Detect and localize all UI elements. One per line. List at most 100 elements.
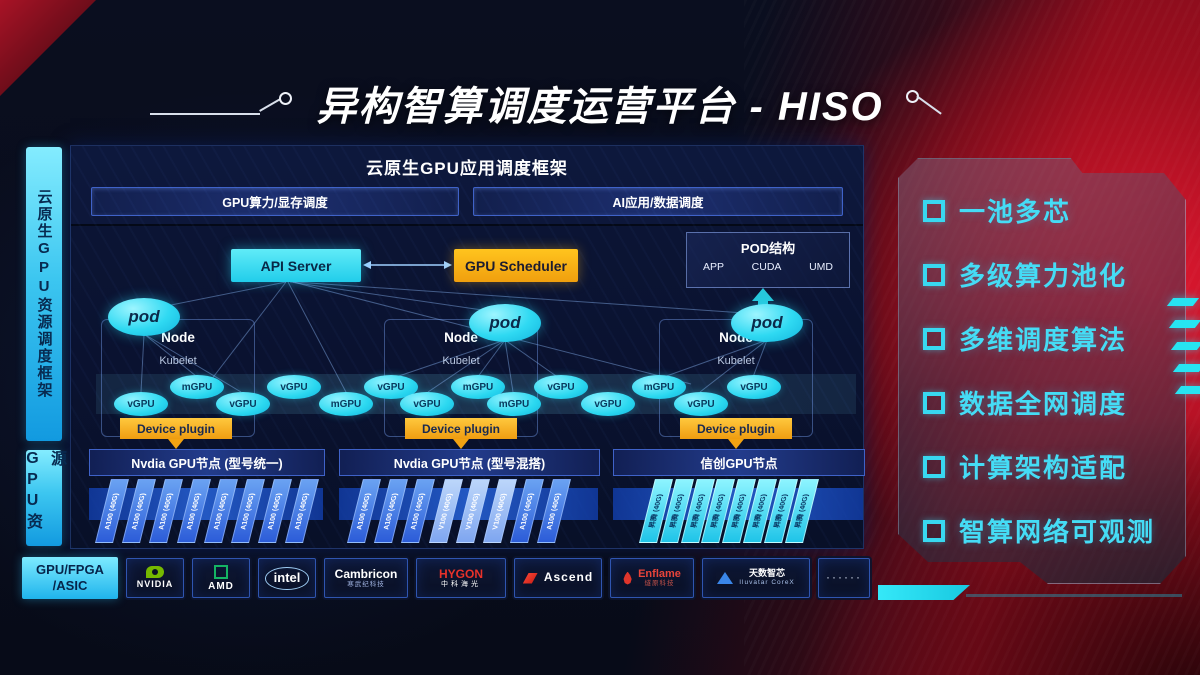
node-label: Node: [444, 330, 478, 345]
gpu-card-label: V100 (40G): [491, 492, 509, 530]
vendor-logo-enflame: Enflame 燧原科技: [610, 558, 694, 598]
title-left-line-decoration: [150, 113, 260, 115]
hardware-types-box: GPU/FPGA /ASIC: [22, 557, 118, 599]
vendor-logo-iluvatar: 天数智芯 Iluvatar CoreX: [702, 558, 810, 598]
pod-structure-title: POD结构: [740, 241, 796, 256]
feature-label: 多级算力池化: [959, 261, 1128, 291]
slash-decoration: [1170, 342, 1200, 350]
device-plugin-box-2: Device plugin: [405, 418, 517, 439]
feature-list: 一池多芯多级算力池化 多维调度算法 数据全网调度 计算架构适配 智算网络可观测: [899, 159, 1185, 583]
gpu-group-header-1: Nvdia GPU节点 (型号统一): [89, 449, 325, 476]
vendor-logo-ascend: Ascend: [514, 558, 602, 598]
gpu-scheduler-box: GPU Scheduler: [454, 249, 578, 282]
vendor-sublabel: 燧原科技: [644, 580, 675, 588]
vgpu-ellipse: vGPU: [267, 375, 321, 399]
mgpu-ellipse: mGPU: [170, 375, 224, 399]
pod-ellipse-1: pod: [108, 298, 180, 336]
device-plugin-box-1: Device plugin: [120, 418, 232, 439]
framework-bar-gpu-scheduling: GPU算力/显存调度: [91, 187, 459, 216]
iluvatar-logo-icon: [717, 572, 734, 584]
vendor-label: AMD: [208, 580, 234, 592]
vgpu-ellipse: vGPU: [534, 375, 588, 399]
vendor-logo-cambricon: Cambricon 寒武纪科技: [324, 558, 408, 598]
amd-logo-icon: [214, 564, 228, 579]
vendor-logo-row: GPU/FPGA /ASIC NVIDIA AMD intel Cambricon 寒武…: [22, 557, 870, 599]
gpu-card-label: A100 (40G): [212, 492, 229, 530]
slash-decoration: [1172, 364, 1200, 372]
feature-item: 数据全网调度: [923, 389, 1185, 416]
hardware-label-line2: /ASIC: [52, 578, 88, 593]
vendor-logo-nvidia: NVIDIA: [126, 558, 184, 598]
vgpu-ellipse: vGPU: [727, 375, 781, 399]
up-arrow-icon: [752, 288, 774, 301]
mgpu-ellipse: mGPU: [487, 392, 541, 416]
square-bullet-icon: [923, 392, 945, 414]
gpu-card-label: 昇腾 (40G): [794, 494, 810, 528]
gpu-card-label: 昇腾 (40G): [690, 494, 706, 528]
vendor-logo-hygon: HYGON 中科海光: [416, 558, 506, 598]
square-bullet-icon: [923, 520, 945, 542]
title-left-circle-icon: [279, 92, 292, 105]
slash-decoration: [1174, 386, 1200, 394]
pod-ellipse-2: pod: [469, 304, 541, 342]
hardware-label-line1: GPU/FPGA: [36, 561, 104, 577]
gpu-card-label: A100 (40G): [103, 492, 121, 530]
vendor-sublabel: 寒武纪科技: [347, 581, 385, 589]
pod-structure-box: POD结构 APP CUDA UMD: [686, 232, 850, 288]
pod-ellipse-3: pod: [731, 304, 803, 342]
sidebar-label-scheduling-framework: 云原生GPU资源调度框架: [26, 147, 62, 441]
mgpu-ellipse: mGPU: [632, 375, 686, 399]
enflame-logo-icon: [623, 571, 632, 585]
pod-structure-items: APP CUDA UMD: [687, 257, 849, 273]
vendor-label: Ascend: [543, 570, 594, 585]
vendor-logo-intel: intel: [258, 558, 316, 598]
square-bullet-icon: [923, 328, 945, 350]
sidebar-label-gpu-resources: GPU资源: [24, 450, 65, 546]
square-bullet-icon: [923, 456, 945, 478]
device-plugin-box-3: Device plugin: [680, 418, 792, 439]
pod-structure-item-cuda: CUDA: [751, 261, 782, 273]
gpu-card-label: A100 (40G): [355, 492, 373, 530]
gpu-card-label: A100 (40G): [185, 492, 202, 530]
vgpu-ellipse: vGPU: [581, 392, 635, 416]
feature-label: 多维调度算法: [959, 325, 1128, 355]
page-title: 异构智算调度运营平台 - HISO: [316, 85, 884, 129]
vgpu-ellipse: vGPU: [114, 392, 168, 416]
feature-label: 一池多芯: [959, 197, 1072, 227]
vendor-logo-more: ······: [818, 558, 870, 598]
panel-bottom-edge-line: [966, 594, 1182, 597]
feature-label: 数据全网调度: [959, 389, 1128, 419]
mgpu-ellipse: mGPU: [319, 392, 373, 416]
feature-item: 多维调度算法: [923, 325, 1185, 352]
slash-decoration: [1166, 298, 1200, 306]
feature-label: 计算架构适配: [959, 453, 1128, 483]
gpu-card-label: V100 (40G): [464, 492, 481, 530]
gpu-group-header-2: Nvdia GPU节点 (型号混搭): [339, 449, 600, 476]
gpu-card-label: V100 (40G): [437, 492, 454, 530]
framework-bar-ai-scheduling: AI应用/数据调度: [473, 187, 843, 216]
vgpu-ellipse: vGPU: [400, 392, 454, 416]
nvidia-logo-icon: [146, 566, 164, 579]
kubelet-label: Kubelet: [159, 355, 197, 367]
pod-structure-item-app: APP: [703, 261, 725, 273]
kubelet-label: Kubelet: [442, 355, 480, 367]
feature-label: 智算网络可观测: [959, 517, 1156, 547]
main-diagram-panel: 云原生GPU应用调度框架 GPU算力/显存调度 AI应用/数据调度 Node K…: [70, 145, 865, 549]
intel-logo-text: intel: [264, 566, 310, 590]
vendor-label: HYGON: [438, 566, 483, 581]
gpu-card-label: A100 (40G): [239, 492, 257, 530]
panel-bottom-cyan-bar: [878, 585, 970, 600]
kubelet-label: Kubelet: [717, 355, 755, 367]
square-bullet-icon: [923, 264, 945, 286]
feature-item: 计算架构适配: [923, 453, 1185, 480]
feature-item: 多级算力池化: [923, 261, 1185, 288]
feature-item: 一池多芯: [923, 197, 1185, 224]
vgpu-ellipse: vGPU: [674, 392, 728, 416]
vendor-label: NVIDIA: [136, 579, 174, 590]
feature-panel: 一池多芯多级算力池化 多维调度算法 数据全网调度 计算架构适配 智算网络可观测: [898, 158, 1186, 584]
feature-item: 智算网络可观测: [923, 517, 1185, 544]
pod-structure-item-umd: UMD: [809, 261, 833, 273]
api-server-box: API Server: [231, 249, 361, 282]
vendor-label: Cambricon: [334, 566, 398, 581]
